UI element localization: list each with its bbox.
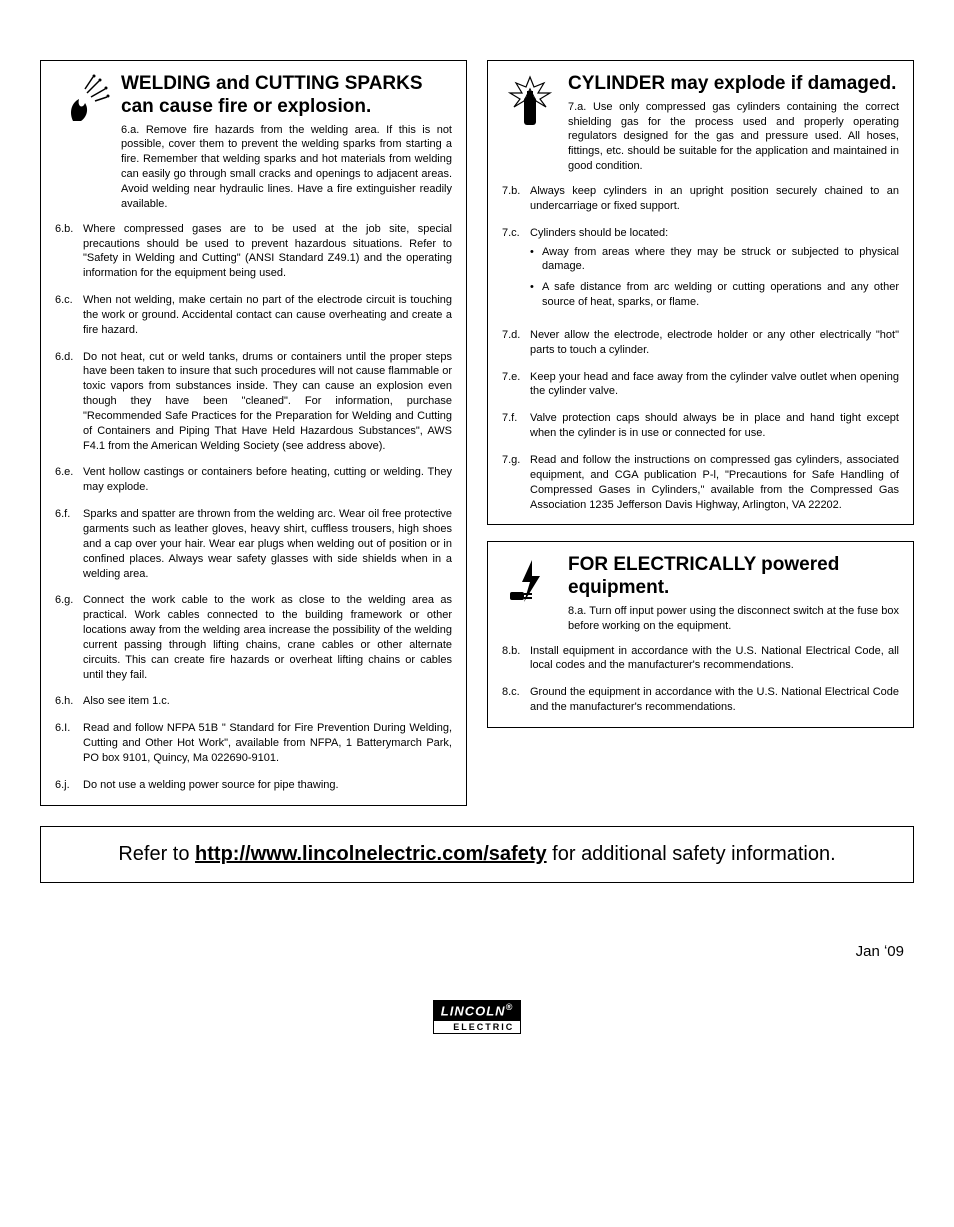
- cylinder-section: CYLINDER may explode if damaged. 7.a. Us…: [487, 60, 914, 525]
- logo-top-text: LINCOLN: [441, 1003, 506, 1018]
- list-item: 8.c.Ground the equipment in accordance w…: [502, 685, 899, 715]
- welding-header: WELDING and CUTTING SPARKS can cause fir…: [55, 73, 452, 212]
- cylinder-items: 7.b.Always keep cylinders in an upright …: [502, 184, 899, 512]
- list-item: 6.c.When not welding, make certain no pa…: [55, 293, 452, 338]
- list-item: 6.d.Do not heat, cut or weld tanks, drum…: [55, 350, 452, 454]
- electrical-header: FOR ELECTRICALLY powered equipment. 8.a.…: [502, 554, 899, 633]
- cylinder-explode-icon: [502, 73, 558, 129]
- list-item: 6.j.Do not use a welding power source fo…: [55, 778, 452, 793]
- list-item: 7.c.Cylinders should be located:•Away fr…: [502, 226, 899, 316]
- item-text: Cylinders should be located:•Away from a…: [530, 226, 899, 316]
- logo: LINCOLN® ELECTRIC: [40, 1000, 914, 1035]
- item-number: 6.e.: [55, 465, 83, 495]
- item-text: Valve protection caps should always be i…: [530, 411, 899, 441]
- footer-suffix: for additional safety information.: [547, 843, 836, 865]
- list-item: 7.f.Valve protection caps should always …: [502, 411, 899, 441]
- list-item: 6.f.Sparks and spatter are thrown from t…: [55, 507, 452, 581]
- fire-sparks-icon: [55, 73, 111, 129]
- welding-first-item: 6.a. Remove fire hazards from the weldin…: [121, 123, 452, 212]
- item-number: 7.d.: [502, 328, 530, 358]
- logo-bottom-text: ELECTRIC: [433, 1020, 521, 1034]
- cylinder-header: CYLINDER may explode if damaged. 7.a. Us…: [502, 73, 899, 174]
- plug-lightning-icon: [502, 554, 558, 610]
- item-number: 6.f.: [55, 507, 83, 581]
- welding-section: WELDING and CUTTING SPARKS can cause fir…: [40, 60, 467, 806]
- item-text: Sparks and spatter are thrown from the w…: [83, 507, 452, 581]
- item-text: Do not use a welding power source for pi…: [83, 778, 452, 793]
- item-text: Read and follow the instructions on comp…: [530, 453, 899, 512]
- item-number: 7.g.: [502, 453, 530, 512]
- item-text: Install equipment in accordance with the…: [530, 644, 899, 674]
- item-number: 6.c.: [55, 293, 83, 338]
- item-text: Read and follow NFPA 51B " Standard for …: [83, 721, 452, 766]
- item-number: 6.I.: [55, 721, 83, 766]
- list-item: 6.I.Read and follow NFPA 51B " Standard …: [55, 721, 452, 766]
- list-item: 6.b.Where compressed gases are to be use…: [55, 222, 452, 281]
- list-item: 6.e.Vent hollow castings or containers b…: [55, 465, 452, 495]
- cylinder-title: CYLINDER may explode if damaged.: [568, 73, 899, 96]
- item-number: 6.j.: [55, 778, 83, 793]
- electrical-items: 8.b.Install equipment in accordance with…: [502, 644, 899, 715]
- item-number: 6.g.: [55, 593, 83, 682]
- columns-container: WELDING and CUTTING SPARKS can cause fir…: [40, 60, 914, 806]
- list-item: 6.h.Also see item 1.c.: [55, 694, 452, 709]
- footer-prefix: Refer to: [118, 843, 195, 865]
- list-item: 7.b.Always keep cylinders in an upright …: [502, 184, 899, 214]
- item-number: 6.d.: [55, 350, 83, 454]
- item-text: Always keep cylinders in an upright posi…: [530, 184, 899, 214]
- item-text: When not welding, make certain no part o…: [83, 293, 452, 338]
- footer-link[interactable]: http://www.lincolnelectric.com/safety: [195, 843, 547, 865]
- item-text: Do not heat, cut or weld tanks, drums or…: [83, 350, 452, 454]
- welding-title: WELDING and CUTTING SPARKS can cause fir…: [121, 73, 452, 119]
- item-text: Connect the work cable to the work as cl…: [83, 593, 452, 682]
- cylinder-first-item: 7.a. Use only compressed gas cylinders c…: [568, 100, 899, 174]
- item-text: Where compressed gases are to be used at…: [83, 222, 452, 281]
- item-text: Also see item 1.c.: [83, 694, 452, 709]
- left-column: WELDING and CUTTING SPARKS can cause fir…: [40, 60, 467, 806]
- item-number: 6.h.: [55, 694, 83, 709]
- right-column: CYLINDER may explode if damaged. 7.a. Us…: [487, 60, 914, 806]
- item-text: Vent hollow castings or containers befor…: [83, 465, 452, 495]
- list-item: 7.g.Read and follow the instructions on …: [502, 453, 899, 512]
- item-text: Keep your head and face away from the cy…: [530, 370, 899, 400]
- item-number: 8.b.: [502, 644, 530, 674]
- footer-box: Refer to http://www.lincolnelectric.com/…: [40, 826, 914, 883]
- welding-items: 6.b.Where compressed gases are to be use…: [55, 222, 452, 793]
- date-label: Jan ʻ09: [40, 943, 914, 960]
- sub-bullet: •A safe distance from arc welding or cut…: [530, 280, 899, 310]
- list-item: 8.b.Install equipment in accordance with…: [502, 644, 899, 674]
- item-number: 7.e.: [502, 370, 530, 400]
- item-number: 6.b.: [55, 222, 83, 281]
- item-number: 7.f.: [502, 411, 530, 441]
- item-number: 8.c.: [502, 685, 530, 715]
- electrical-section: FOR ELECTRICALLY powered equipment. 8.a.…: [487, 541, 914, 728]
- item-number: 7.b.: [502, 184, 530, 214]
- sub-bullet: •Away from areas where they may be struc…: [530, 245, 899, 275]
- electrical-title: FOR ELECTRICALLY powered equipment.: [568, 554, 899, 600]
- electrical-first-item: 8.a. Turn off input power using the disc…: [568, 604, 899, 634]
- item-text: Never allow the electrode, electrode hol…: [530, 328, 899, 358]
- item-number: 7.c.: [502, 226, 530, 316]
- item-text: Ground the equipment in accordance with …: [530, 685, 899, 715]
- list-item: 7.e.Keep your head and face away from th…: [502, 370, 899, 400]
- list-item: 7.d.Never allow the electrode, electrode…: [502, 328, 899, 358]
- list-item: 6.g.Connect the work cable to the work a…: [55, 593, 452, 682]
